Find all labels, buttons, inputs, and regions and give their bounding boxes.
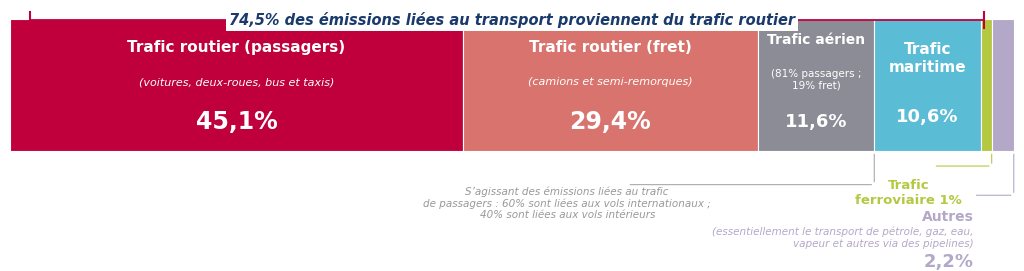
Bar (758, 19, 874, 151)
Bar (874, 19, 981, 151)
Bar (463, 19, 758, 151)
Text: 29,4%: 29,4% (569, 110, 651, 134)
Bar (991, 19, 1014, 151)
Text: (voitures, deux-roues, bus et taxis): (voitures, deux-roues, bus et taxis) (139, 78, 334, 87)
Text: (camions et semi-remorques): (camions et semi-remorques) (528, 78, 692, 87)
Text: Trafic
ferroviaire 1%: Trafic ferroviaire 1% (855, 179, 962, 207)
Text: 45,1%: 45,1% (196, 110, 278, 134)
Text: S’agissant des émissions liées au trafic
de passagers : 60% sont liées aux vols : S’agissant des émissions liées au trafic… (423, 186, 711, 220)
Text: 11,6%: 11,6% (784, 113, 847, 131)
Bar (981, 19, 991, 151)
Text: (essentiellement le transport de pétrole, gaz, eau,
vapeur et autres via des pip: (essentiellement le transport de pétrole… (713, 227, 974, 249)
Text: Trafic
maritime: Trafic maritime (889, 42, 967, 75)
Text: (81% passagers ;
19% fret): (81% passagers ; 19% fret) (771, 69, 861, 91)
Text: Trafic aérien: Trafic aérien (767, 33, 865, 47)
Text: 74,5% des émissions liées au transport proviennent du trafic routier: 74,5% des émissions liées au transport p… (229, 12, 795, 28)
Text: 10,6%: 10,6% (896, 108, 958, 126)
Bar (10, 19, 463, 151)
Text: 2,2%: 2,2% (924, 253, 974, 271)
Text: Trafic routier (passagers): Trafic routier (passagers) (127, 40, 345, 55)
Text: Trafic routier (fret): Trafic routier (fret) (529, 40, 692, 55)
Text: Autres: Autres (922, 209, 974, 224)
